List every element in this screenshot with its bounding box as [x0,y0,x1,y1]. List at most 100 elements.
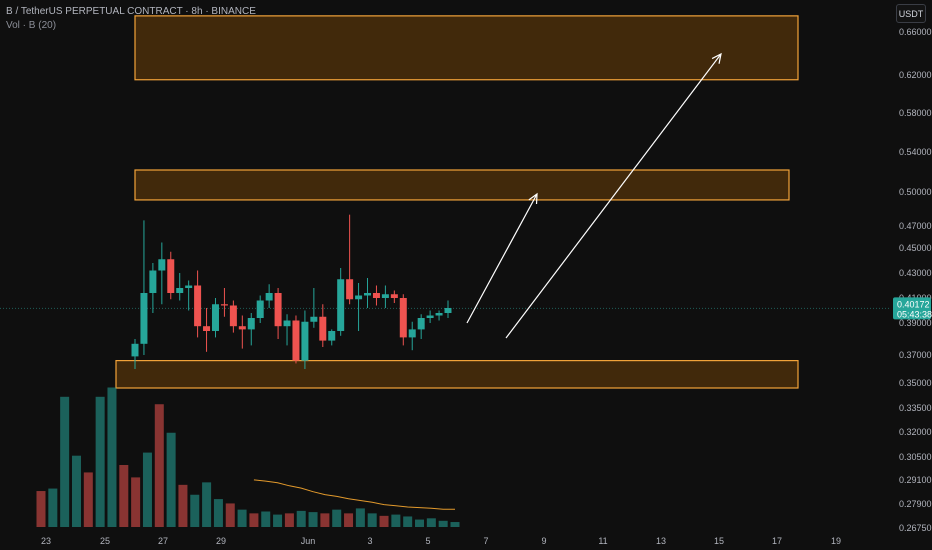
y-tick-label: 0.39000 [899,318,932,328]
candle-body [247,318,255,330]
volume-bar [367,513,377,527]
candle-body [355,295,363,300]
candle-body [364,293,372,296]
y-tick-label: 0.54000 [899,147,932,157]
candle-body [149,270,157,293]
volume-bar [154,404,164,527]
volume-bar [142,452,152,527]
y-tick-label: 0.66000 [899,27,932,37]
volume-bar [202,482,212,527]
y-tick-label: 0.47000 [899,221,932,231]
candle-body [140,293,148,344]
candle-countdown: 05:43:38 [897,309,932,319]
candle-body [203,326,211,331]
arrow-line [505,53,722,339]
volume-bar [308,512,318,527]
x-tick-label: 25 [100,536,110,546]
volume-bar [403,516,413,527]
volume-bar [178,484,188,527]
candle-body [426,315,434,318]
candle-body [435,313,443,316]
zone-rectangle [134,169,790,201]
volume-bar [95,396,105,527]
volume-bar [190,494,200,527]
candle-body [337,279,345,331]
volume-bar [36,491,46,527]
volume-bar [83,472,93,527]
last-price-tag [893,297,931,320]
symbol-title: B / TetherUS PERPETUAL CONTRACT · 8h · B… [6,6,256,17]
x-tick-label: 29 [216,536,226,546]
volume-ma-line [253,479,455,510]
y-tick-label: 0.35000 [899,378,932,388]
volume-bar [107,387,117,527]
x-tick-label: 5 [425,536,430,546]
volume-bar [415,519,425,527]
candle-body [274,293,282,327]
y-tick-label: 0.32000 [899,427,932,437]
candle-body [417,318,425,330]
volume-bar [332,509,342,527]
zone-rectangle [115,360,799,389]
y-tick-label: 0.26750 [899,523,932,533]
volume-bar [273,514,283,527]
y-tick-label: 0.37000 [899,350,932,360]
candle-body [346,279,354,300]
candle-body [319,316,327,341]
y-tick-label: 0.33500 [899,403,932,413]
volume-bar [450,522,460,527]
volume-bar [249,513,259,527]
projection-arrow [466,192,538,324]
volume-bar [355,508,365,527]
volume-bar [166,432,176,527]
candle-body [167,259,175,293]
volume-bar [320,513,330,527]
x-tick-label: 7 [483,536,488,546]
volume-bar [296,510,306,527]
arrowhead [528,192,538,205]
x-tick-label: 27 [158,536,168,546]
candle-body [283,320,291,327]
volume-bar [71,455,81,527]
volume-bar [438,520,448,527]
volume-bar [60,396,70,527]
volume-indicator-label: Vol · B (20) [6,20,57,31]
candle-body [310,316,318,322]
currency-button[interactable]: USDT [896,4,926,23]
volume-bar [379,515,389,527]
y-tick-label: 0.29100 [899,475,932,485]
y-tick-label: 0.43000 [899,268,932,278]
candle-body [220,304,228,306]
volume-bar [48,488,58,527]
volume-bar [225,503,235,527]
candle-body [238,326,246,330]
candle-body [292,320,300,361]
y-tick-label: 0.30500 [899,452,932,462]
candle-body [381,294,389,298]
candle-body [194,285,202,327]
volume-bar [261,511,271,527]
candle-body [301,321,309,361]
volume-bar [426,518,436,527]
x-tick-label: 3 [367,536,372,546]
projection-arrow [505,52,722,339]
y-tick-label: 0.58000 [899,108,932,118]
volume-bar [344,513,354,527]
volume-bar [213,499,223,527]
candle-body [229,305,237,327]
last-price-value: 0.40172 [897,299,930,309]
candle-body [408,329,416,338]
candle-body [444,308,452,313]
x-tick-label: 19 [831,536,841,546]
candle-body [265,293,273,301]
x-tick-label: 9 [541,536,546,546]
x-tick-label: 23 [41,536,51,546]
candle-body [176,288,184,293]
volume-bar [119,465,129,527]
x-tick-label: 13 [656,536,666,546]
y-tick-label: 0.62000 [899,70,932,80]
x-tick-label: 11 [598,536,607,546]
candle-body [131,343,139,357]
x-tick-label: Jun [301,536,316,546]
